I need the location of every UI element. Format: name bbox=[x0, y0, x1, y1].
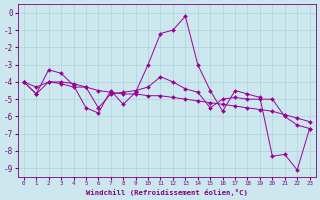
X-axis label: Windchill (Refroidissement éolien,°C): Windchill (Refroidissement éolien,°C) bbox=[86, 189, 248, 196]
